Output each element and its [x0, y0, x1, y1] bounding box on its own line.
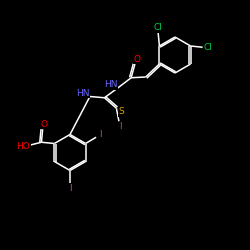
Text: HN: HN	[104, 80, 117, 89]
Text: HO: HO	[16, 142, 30, 151]
Text: HN: HN	[76, 88, 90, 98]
Text: O: O	[40, 120, 48, 129]
Text: Cl: Cl	[154, 24, 162, 32]
Text: O: O	[134, 54, 141, 64]
Text: I: I	[69, 184, 71, 193]
Text: S: S	[118, 108, 124, 116]
Text: Cl: Cl	[204, 43, 212, 52]
Text: I: I	[119, 122, 122, 131]
Text: I: I	[99, 130, 102, 139]
